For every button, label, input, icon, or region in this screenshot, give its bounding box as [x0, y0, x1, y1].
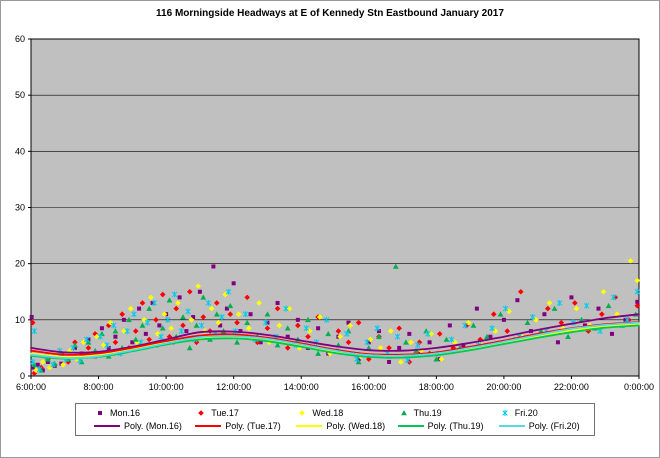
- legend-item-fri20: Fri.20: [487, 408, 588, 418]
- legend-line-icon: [296, 425, 323, 427]
- trendline-polythu19: [30, 324, 640, 360]
- legend-item-polywed18: Poly. (Wed.18): [284, 421, 385, 431]
- scatter-series-tue17: [29, 288, 641, 376]
- legend-label: Poly. (Tue.17): [225, 421, 281, 431]
- legend-label: Fri.20: [514, 408, 538, 418]
- legend-item-polytue17: Poly. (Tue.17): [183, 421, 284, 431]
- legend-line-icon: [397, 425, 424, 427]
- x-axis-label: 20:00:00: [486, 382, 521, 392]
- y-axis-label: 0: [20, 371, 25, 381]
- y-axis-label: 30: [15, 203, 25, 213]
- legend-label: Wed.18: [312, 408, 344, 418]
- x-axis-label: 14:00:00: [284, 382, 319, 392]
- x-axis-label: 0:00:00: [624, 382, 654, 392]
- chart-title: 116 Morningside Headways at E of Kennedy…: [156, 8, 504, 19]
- legend-line-icon: [94, 425, 120, 427]
- x-axis-label: 16:00:00: [351, 382, 386, 392]
- legend-item-tue17: Tue.17: [183, 408, 284, 418]
- y-axis-label: 60: [15, 34, 25, 44]
- y-axis-label: 10: [15, 315, 25, 325]
- legend-item-wed18: Wed.18: [284, 408, 385, 418]
- legend-label: Tue.17: [211, 408, 239, 418]
- legend-label: Poly. (Thu.19): [427, 421, 484, 431]
- x-axis-label: 12:00:00: [216, 382, 251, 392]
- legend-row-poly: Poly. (Mon.16) Poly. (Tue.17) Poly. (Wed.1…: [82, 421, 588, 431]
- legend-line-icon: [195, 425, 222, 427]
- legend-item-mon16: Mon.16: [82, 408, 183, 418]
- legend-label: Mon.16: [110, 408, 141, 418]
- legend-label: Poly. (Fri.20): [528, 421, 580, 431]
- legend-marker-icon: [502, 410, 508, 416]
- legend-row-markers: Mon.16 Tue.17 Wed.18 Thu.19 Fri.20: [82, 408, 588, 418]
- legend-label: Thu.19: [413, 408, 442, 418]
- x-axis-label: 22:00:00: [554, 382, 589, 392]
- legend-item-polymon16: Poly. (Mon.16): [82, 421, 183, 431]
- legend-marker-icon: [98, 411, 102, 415]
- legend-line-icon: [498, 425, 525, 427]
- legend-marker-icon: [400, 410, 407, 416]
- x-axis-label: 8:00:00: [84, 382, 114, 392]
- plot-canvas: 0 10 20 30 40 50 60 6:00:00 8:00:00 10:00:00 12:00…: [15, 34, 654, 392]
- trendline-polyfri20: [30, 321, 640, 359]
- x-axis-label: 10:00:00: [149, 382, 184, 392]
- trendline-polymon16: [30, 313, 640, 354]
- legend-marker-icon: [198, 410, 204, 416]
- y-axis-label: 40: [15, 146, 25, 156]
- legend-item-thu19: Thu.19: [386, 408, 487, 418]
- legend-item-polythu19: Poly. (Thu.19): [386, 421, 487, 431]
- trendline-polytue17: [30, 321, 640, 356]
- x-axis-label: 6:00:00: [16, 382, 46, 392]
- legend-label: Poly. (Wed.18): [326, 421, 386, 431]
- legend-marker-icon: [299, 410, 306, 416]
- legend-item-polyfri20: Poly. (Fri.20): [487, 421, 588, 431]
- legend: Mon.16 Tue.17 Wed.18 Thu.19 Fri.20 Poly. (Mo…: [75, 403, 595, 436]
- y-axis-label: 20: [15, 259, 25, 269]
- y-axis-label: 50: [15, 90, 25, 100]
- legend-label: Poly. (Mon.16): [124, 421, 182, 431]
- x-axis-label: 18:00:00: [419, 382, 454, 392]
